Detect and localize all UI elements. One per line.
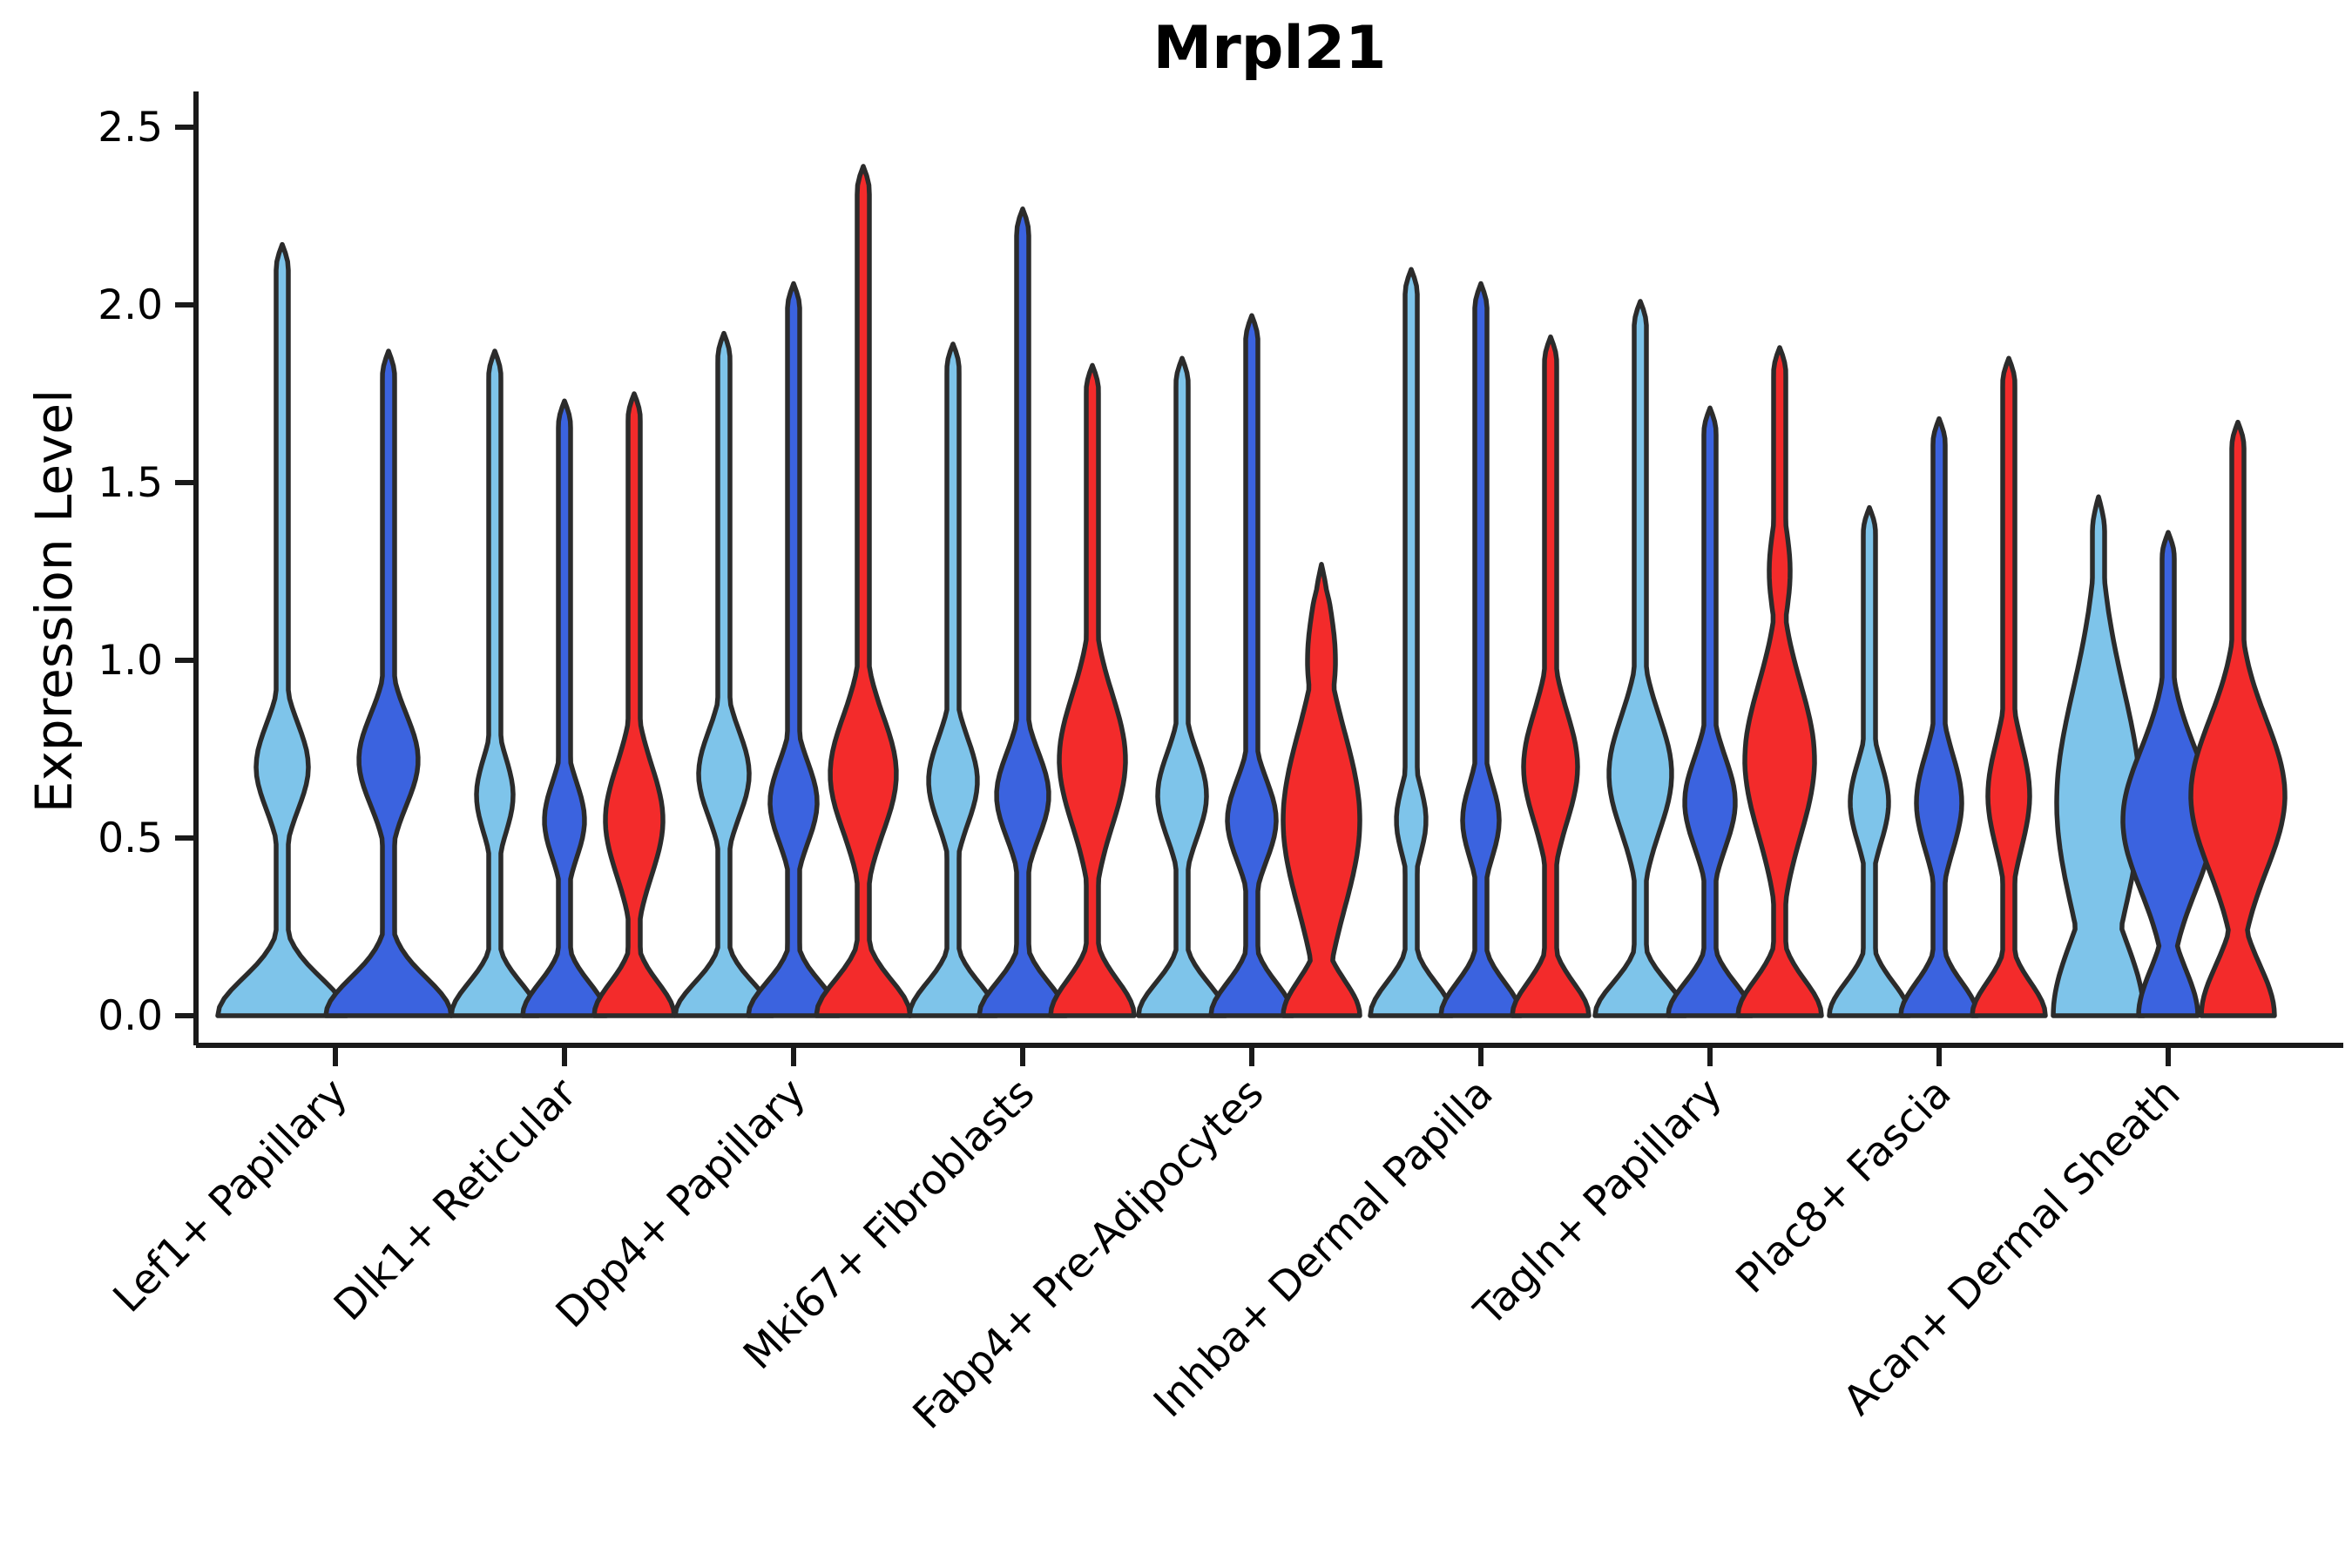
y-tick-label: 0.5 xyxy=(98,814,163,862)
violin-red xyxy=(2188,419,2288,1018)
violin-red xyxy=(1281,562,1362,1018)
violin-red xyxy=(1970,355,2048,1018)
y-tick-label: 2.5 xyxy=(98,104,163,152)
y-tick-label: 0.0 xyxy=(98,992,163,1040)
violin-lightblue xyxy=(449,348,541,1018)
violin-blue xyxy=(520,398,609,1018)
violin-lightblue xyxy=(907,341,999,1018)
violin-lightblue xyxy=(215,241,349,1018)
violin-blue xyxy=(323,348,454,1018)
violin-red xyxy=(1048,362,1137,1018)
violin-blue xyxy=(1208,313,1295,1018)
violin-red xyxy=(591,391,677,1018)
violin-blue xyxy=(1666,405,1754,1018)
violin-red xyxy=(1510,334,1592,1018)
violin-blue xyxy=(746,280,841,1018)
y-tick-label: 1.0 xyxy=(98,637,163,685)
violin-blue xyxy=(1898,416,1980,1018)
x-tick-label: Lef1+ Papillary xyxy=(105,1070,357,1322)
violin-lightblue xyxy=(1592,299,1688,1018)
y-axis-label: Expression Level xyxy=(24,389,84,814)
y-tick-label: 1.5 xyxy=(98,459,163,507)
chart-title: Mrpl21 xyxy=(1152,14,1387,83)
violin-lightblue xyxy=(1368,267,1455,1018)
y-tick-label: 2.0 xyxy=(98,281,163,329)
x-tick-label: Dlk1+ Reticular xyxy=(325,1069,586,1330)
violin-red xyxy=(1735,345,1824,1018)
violin-lightblue xyxy=(1827,504,1912,1018)
violin-lightblue xyxy=(2051,494,2146,1018)
x-tick-label: Tagln+ Papillary xyxy=(1465,1070,1732,1336)
violin-lightblue xyxy=(1136,355,1228,1018)
x-tick-label: Dpp4+ Papillary xyxy=(547,1070,815,1338)
violin-blue xyxy=(977,206,1069,1018)
violin-red xyxy=(814,164,913,1018)
violin-lightblue xyxy=(672,330,775,1018)
violin-blue xyxy=(1438,280,1524,1018)
x-tick-label: Plac8+ Fascia xyxy=(1727,1070,1961,1303)
